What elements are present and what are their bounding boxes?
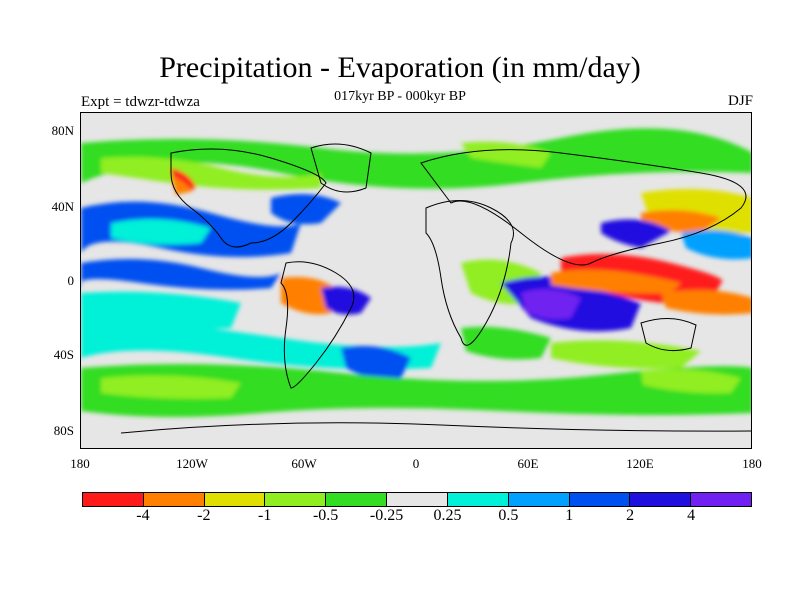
colorbar-swatch bbox=[265, 493, 327, 506]
colorbar-swatch bbox=[508, 493, 570, 506]
lat-tick-label: 80S bbox=[53, 423, 74, 438]
coastline bbox=[170, 148, 327, 248]
experiment-label: Expt = tdwzr-tdwza bbox=[81, 94, 200, 110]
lon-tick-label: 0 bbox=[412, 456, 420, 471]
field-patch bbox=[461, 141, 551, 168]
colorbar-swatch bbox=[387, 493, 448, 506]
field-patch bbox=[81, 259, 281, 290]
field-patch bbox=[341, 345, 411, 380]
colorbar-label: 0.25 bbox=[433, 507, 462, 524]
lon-tick-label: 180 bbox=[70, 456, 90, 471]
colorbar-label: -0.5 bbox=[312, 507, 339, 524]
coastline bbox=[120, 422, 751, 434]
colorbar-label: 1 bbox=[565, 507, 574, 524]
field-patch bbox=[681, 230, 751, 260]
map-subtitle: 017kyr BP - 000kyr BP bbox=[334, 89, 466, 104]
field-patch bbox=[271, 194, 341, 225]
field-patch bbox=[661, 289, 751, 315]
colorbar-swatch bbox=[326, 493, 388, 506]
field-patch bbox=[321, 286, 371, 315]
map-field bbox=[81, 128, 751, 434]
map-plot-area bbox=[80, 112, 752, 449]
colorbar-swatch bbox=[143, 493, 205, 506]
lat-tick-label: 40N bbox=[51, 199, 74, 214]
colorbar-swatch bbox=[569, 493, 631, 506]
lon-tick-label: 180 bbox=[742, 456, 762, 471]
coastline bbox=[280, 261, 355, 389]
lon-tick-label: 120W bbox=[176, 456, 208, 471]
field-patch bbox=[81, 364, 751, 418]
colorbar-swatch bbox=[691, 493, 751, 506]
page-title: Precipitation - Evaporation (in mm/day) bbox=[159, 51, 641, 84]
colorbar-swatch bbox=[83, 493, 144, 506]
colorbar-label: -0.25 bbox=[369, 507, 404, 524]
colorbar-swatch bbox=[447, 493, 509, 506]
field-patch bbox=[641, 369, 741, 394]
coastline bbox=[310, 143, 372, 193]
lat-tick-label: 80N bbox=[51, 123, 74, 138]
colorbar-label: -4 bbox=[136, 507, 150, 524]
colorbar bbox=[82, 492, 752, 507]
coastline bbox=[420, 149, 747, 266]
lon-tick-label: 60W bbox=[291, 456, 317, 471]
field-patch bbox=[81, 128, 751, 189]
lon-tick-label: 120E bbox=[626, 456, 654, 471]
season-label: DJF bbox=[727, 93, 753, 109]
field-patch bbox=[551, 269, 681, 294]
field-patch bbox=[461, 326, 551, 360]
lat-tick-label: 0 bbox=[67, 273, 75, 288]
field-patch bbox=[111, 219, 211, 245]
field-patch bbox=[101, 375, 241, 399]
colorbar-label: 0.5 bbox=[498, 507, 519, 524]
lat-tick-label: 40S bbox=[53, 347, 74, 362]
colorbar-label: 4 bbox=[687, 507, 696, 524]
field-patch bbox=[171, 175, 193, 195]
field-patch bbox=[81, 291, 241, 330]
colorbar-swatch bbox=[630, 493, 692, 506]
coastline bbox=[640, 318, 697, 352]
field-patch bbox=[601, 219, 671, 248]
coastline bbox=[425, 200, 514, 346]
lon-tick-label: 60E bbox=[517, 456, 539, 471]
colorbar-label: -1 bbox=[258, 507, 272, 524]
colorbar-label: -2 bbox=[197, 507, 211, 524]
field-patch bbox=[551, 340, 701, 369]
field-patch bbox=[521, 289, 581, 320]
colorbar-label: 2 bbox=[626, 507, 635, 524]
colorbar-swatch bbox=[204, 493, 266, 506]
field-patch bbox=[101, 156, 321, 190]
